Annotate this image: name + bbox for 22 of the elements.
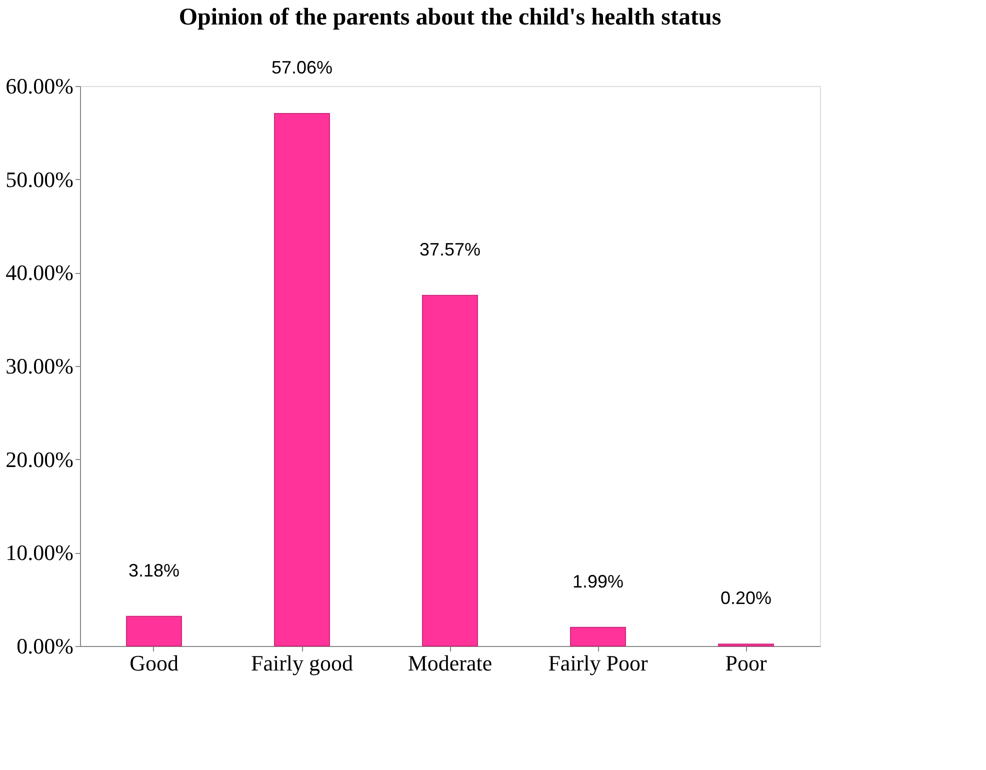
- y-tick-label: 50.00%: [6, 166, 74, 192]
- y-tick-label: 30.00%: [6, 354, 74, 378]
- x-tick-label: Poor: [725, 650, 768, 676]
- y-tick-label: 60.00%: [6, 74, 74, 98]
- data-label: 1.99%: [572, 571, 624, 592]
- y-tick-label: 40.00%: [6, 260, 74, 286]
- bar: [126, 616, 182, 646]
- bar: [570, 626, 626, 646]
- bar: [422, 294, 478, 646]
- data-label: 57.06%: [271, 57, 333, 78]
- y-tick-label: 10.00%: [6, 540, 74, 566]
- y-tick-label: 20.00%: [6, 446, 74, 472]
- bar: [274, 112, 330, 646]
- data-label: 37.57%: [419, 239, 481, 260]
- chart-title: Opinion of the parents about the child's health status: [178, 4, 722, 30]
- data-label: 3.18%: [128, 560, 180, 580]
- x-tick-label: Good: [130, 650, 178, 676]
- data-label: 0.20%: [720, 588, 772, 608]
- x-tick-label: Moderate: [408, 650, 492, 676]
- x-tick-label: Fairly Poor: [548, 650, 648, 676]
- x-tick-label: Fairly good: [250, 650, 354, 676]
- y-tick-label: 0.00%: [16, 634, 74, 658]
